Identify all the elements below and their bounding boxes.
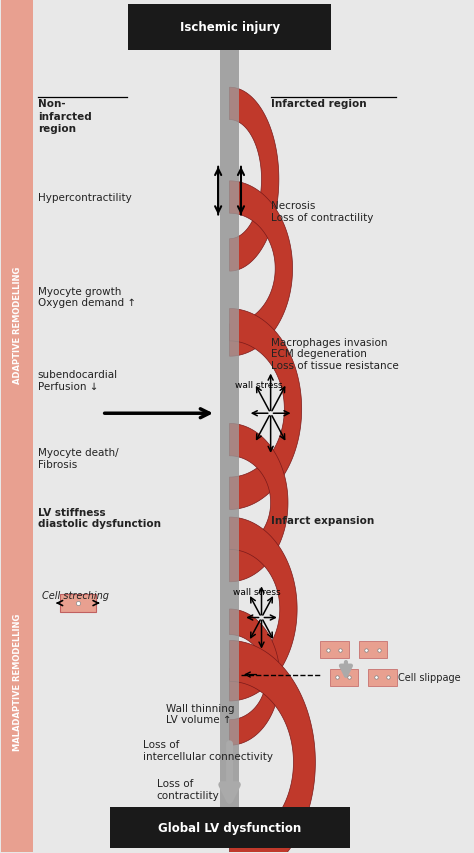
Text: Myocyte growth
Oxygen demand ↑: Myocyte growth Oxygen demand ↑ bbox=[38, 287, 136, 308]
Text: Macrophages invasion
ECM degeneration
Loss of tissue resistance: Macrophages invasion ECM degeneration Lo… bbox=[271, 337, 398, 370]
Text: wall stress: wall stress bbox=[233, 588, 281, 596]
Text: Non-
infarcted
region: Non- infarcted region bbox=[38, 99, 91, 134]
Polygon shape bbox=[229, 641, 315, 853]
FancyBboxPatch shape bbox=[220, 49, 239, 811]
Text: Hypercontractility: Hypercontractility bbox=[38, 193, 132, 203]
Polygon shape bbox=[229, 88, 279, 272]
FancyBboxPatch shape bbox=[320, 641, 349, 659]
Text: ADAPTIVE REMODELLING: ADAPTIVE REMODELLING bbox=[13, 266, 22, 383]
FancyBboxPatch shape bbox=[329, 669, 358, 686]
Polygon shape bbox=[229, 182, 292, 357]
FancyBboxPatch shape bbox=[1, 2, 33, 851]
Text: Cell streching: Cell streching bbox=[43, 590, 109, 601]
FancyBboxPatch shape bbox=[220, 49, 239, 811]
Polygon shape bbox=[229, 309, 301, 510]
FancyBboxPatch shape bbox=[60, 594, 96, 612]
FancyBboxPatch shape bbox=[128, 5, 331, 50]
Text: Ischemic injury: Ischemic injury bbox=[180, 21, 280, 34]
Text: LV stiffness
diastolic dysfunction: LV stiffness diastolic dysfunction bbox=[38, 508, 161, 529]
Text: Global LV dysfunction: Global LV dysfunction bbox=[158, 821, 301, 834]
Text: Necrosis
Loss of contractility: Necrosis Loss of contractility bbox=[271, 201, 373, 223]
Text: Cell slippage: Cell slippage bbox=[399, 672, 461, 682]
Text: Wall thinning
LV volume ↑: Wall thinning LV volume ↑ bbox=[166, 703, 234, 724]
FancyBboxPatch shape bbox=[368, 669, 397, 686]
Polygon shape bbox=[229, 609, 280, 746]
Text: wall stress: wall stress bbox=[236, 381, 283, 390]
Text: Myocyte death/
Fibrosis: Myocyte death/ Fibrosis bbox=[38, 448, 118, 469]
Text: Loss of
contractility: Loss of contractility bbox=[156, 779, 219, 800]
Polygon shape bbox=[229, 518, 297, 701]
FancyBboxPatch shape bbox=[359, 641, 387, 659]
FancyBboxPatch shape bbox=[109, 808, 350, 848]
Text: MALADAPTIVE REMODELLING: MALADAPTIVE REMODELLING bbox=[13, 613, 22, 750]
Text: Loss of
intercellular connectivity: Loss of intercellular connectivity bbox=[143, 740, 273, 761]
Text: Infarcted region: Infarcted region bbox=[271, 99, 366, 109]
Polygon shape bbox=[229, 424, 288, 582]
Text: Infarct expansion: Infarct expansion bbox=[271, 516, 374, 525]
Text: subendocardial
Perfusion ↓: subendocardial Perfusion ↓ bbox=[38, 369, 118, 392]
